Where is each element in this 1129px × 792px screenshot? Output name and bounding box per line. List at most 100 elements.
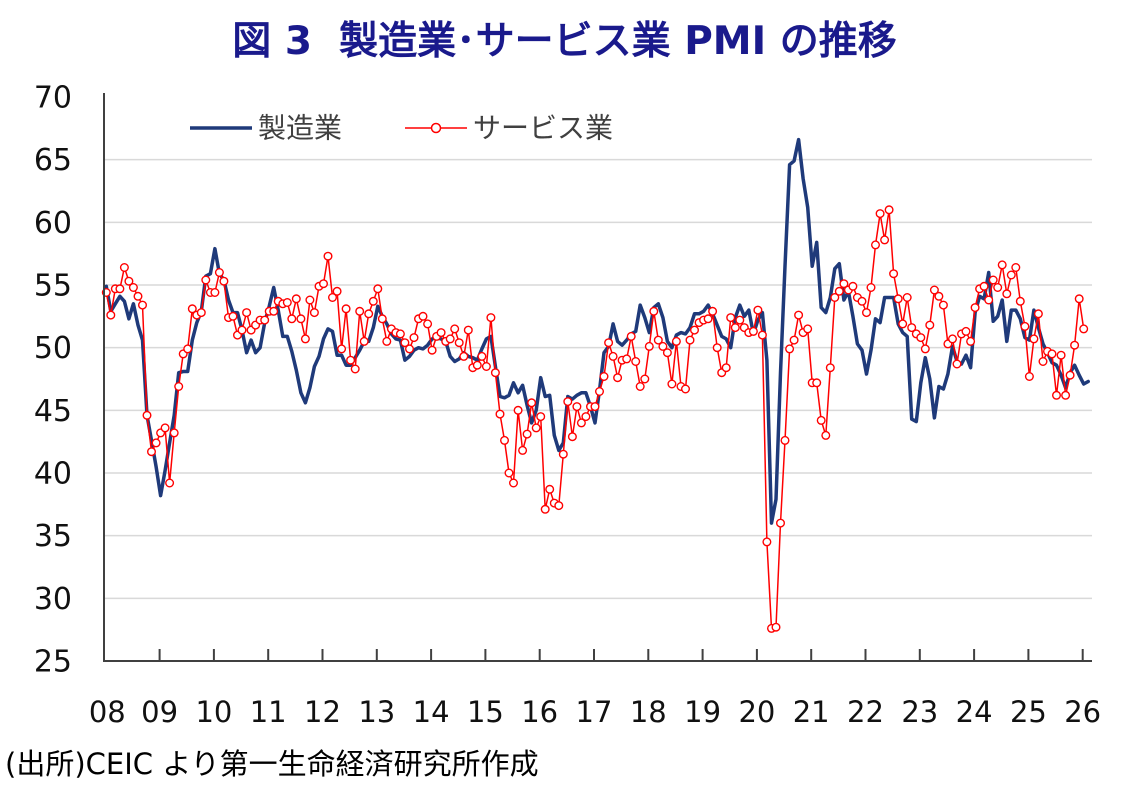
- services-point: [644, 341, 654, 351]
- services-point: [1065, 370, 1075, 380]
- services-point: [296, 314, 306, 324]
- legend-label-manufacturing: 製造業: [258, 112, 342, 145]
- services-point: [518, 445, 528, 455]
- services-point: [966, 336, 976, 346]
- services-point: [952, 359, 962, 369]
- services-point: [785, 344, 795, 354]
- services-point: [328, 293, 338, 303]
- services-point: [332, 286, 342, 296]
- x-tick-label: 23: [901, 695, 938, 729]
- services-markers: [101, 205, 1089, 633]
- services-point: [622, 354, 632, 364]
- services-point: [558, 449, 568, 459]
- services-point: [735, 315, 745, 325]
- services-point: [604, 338, 614, 348]
- services-point: [1011, 263, 1021, 273]
- services-point: [889, 269, 899, 279]
- legend: 製造業 サービス業: [190, 112, 613, 145]
- services-point: [907, 323, 917, 333]
- services-point: [948, 334, 958, 344]
- services-point: [472, 360, 482, 370]
- services-point: [626, 331, 636, 341]
- services-point: [450, 324, 460, 334]
- services-point: [196, 308, 206, 318]
- services-point: [635, 382, 645, 392]
- source-note: (出所)CEIC より第一生命経済研究所作成: [5, 747, 539, 781]
- services-point: [260, 315, 270, 325]
- y-tick-label: 65: [34, 143, 72, 178]
- services-point: [884, 205, 894, 215]
- services-point: [355, 306, 365, 316]
- services-point: [653, 335, 663, 345]
- y-tick-label: 25: [34, 645, 72, 680]
- services-point: [902, 293, 912, 303]
- services-point: [671, 336, 681, 346]
- services-point: [454, 338, 464, 348]
- services-point: [445, 334, 455, 344]
- x-tick-label: 19: [684, 695, 721, 729]
- y-tick-label: 40: [34, 457, 72, 492]
- y-tick-label: 45: [34, 394, 72, 429]
- services-point: [305, 295, 315, 305]
- services-point: [703, 314, 713, 324]
- services-point: [771, 622, 781, 632]
- x-tick-label: 10: [195, 695, 232, 729]
- services-point: [228, 311, 238, 321]
- services-point: [816, 415, 826, 425]
- x-tick-label: 24: [956, 695, 993, 729]
- services-point: [495, 409, 505, 419]
- services-point: [300, 334, 310, 344]
- services-point: [115, 284, 125, 294]
- services-point: [337, 344, 347, 354]
- axes: [103, 93, 1092, 662]
- services-point: [174, 382, 184, 392]
- services-point: [377, 314, 387, 324]
- services-point: [210, 288, 220, 298]
- services-point: [916, 333, 926, 343]
- services-point: [834, 286, 844, 296]
- legend-marker-services: [430, 122, 442, 134]
- services-point: [323, 251, 333, 261]
- services-point: [128, 283, 138, 293]
- services-point: [151, 438, 161, 448]
- services-point: [848, 281, 858, 291]
- y-tick-label: 50: [34, 331, 72, 366]
- services-point: [567, 432, 577, 442]
- y-tick-label: 60: [34, 206, 72, 241]
- services-point: [214, 268, 224, 278]
- services-point: [1074, 294, 1084, 304]
- services-point: [436, 328, 446, 338]
- services-point: [527, 398, 537, 408]
- services-point: [459, 351, 469, 361]
- services-point: [137, 300, 147, 310]
- services-point: [934, 291, 944, 301]
- y-tick-label: 35: [34, 519, 72, 554]
- services-point: [997, 260, 1007, 270]
- services-point: [124, 276, 134, 286]
- services-point: [839, 279, 849, 289]
- x-tick-label: 16: [521, 695, 558, 729]
- y-tick-label: 30: [34, 582, 72, 617]
- services-point: [359, 336, 369, 346]
- services-point: [712, 343, 722, 353]
- services-point: [757, 330, 767, 340]
- services-point: [463, 325, 473, 335]
- services-point: [1056, 350, 1066, 360]
- x-tick-label: 13: [358, 695, 395, 729]
- services-point: [481, 362, 491, 372]
- services-point: [350, 364, 360, 374]
- services-point: [631, 357, 641, 367]
- services-point: [925, 320, 935, 330]
- services-point: [726, 313, 736, 323]
- services-point: [658, 341, 668, 351]
- services-point: [1002, 289, 1012, 299]
- x-tick-label: 09: [141, 695, 178, 729]
- services-point: [382, 336, 392, 346]
- services-point: [667, 379, 677, 389]
- services-point: [938, 300, 948, 310]
- services-point: [346, 355, 356, 365]
- services-point: [825, 363, 835, 373]
- services-point: [201, 275, 211, 285]
- services-point: [649, 306, 659, 316]
- services-point: [595, 387, 605, 397]
